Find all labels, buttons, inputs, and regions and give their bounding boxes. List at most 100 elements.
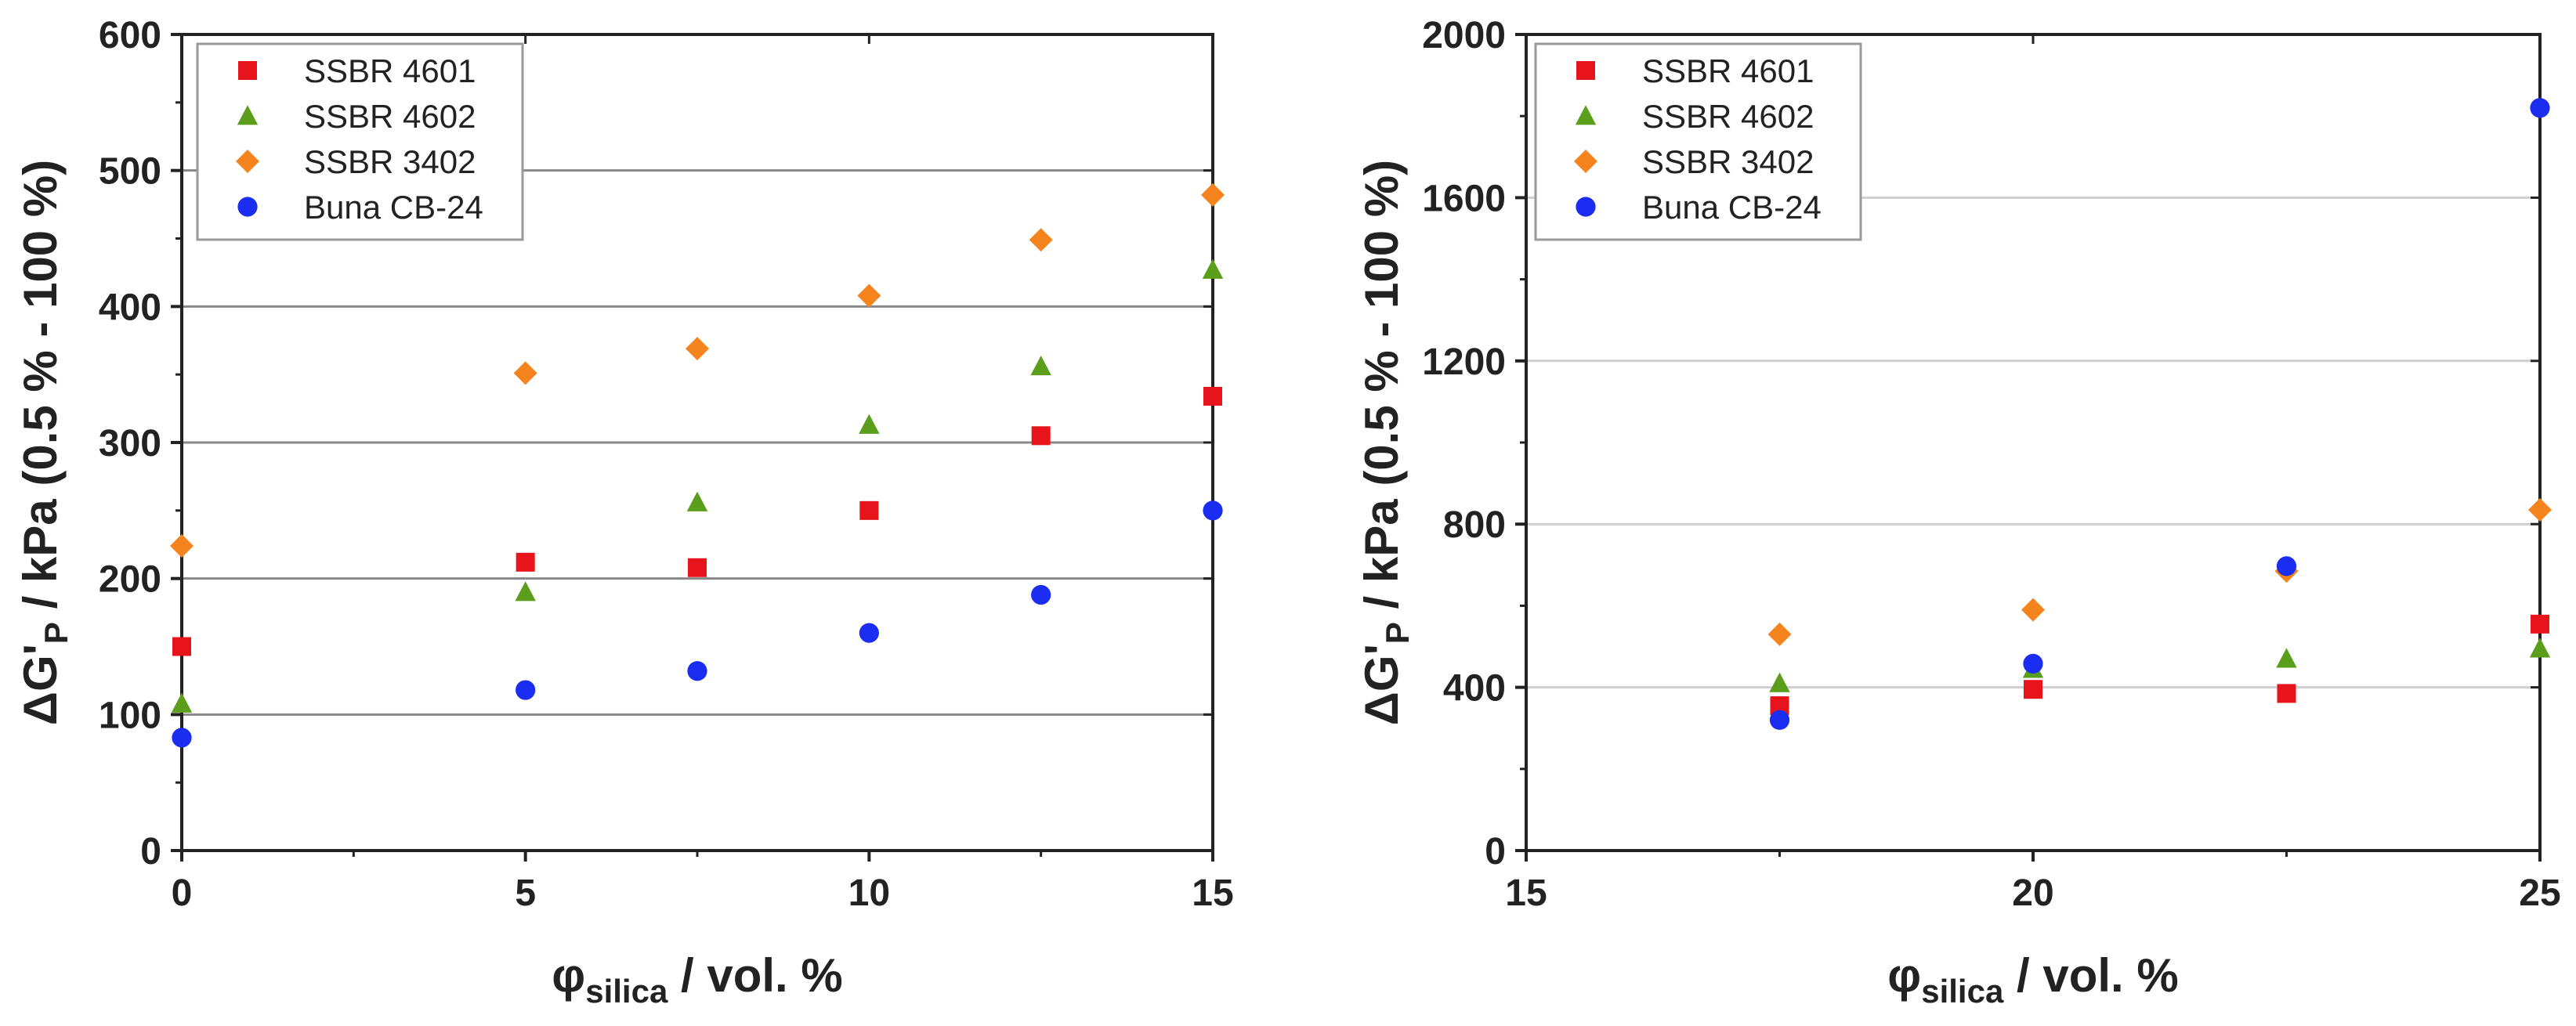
data-point [2276,648,2297,668]
data-point [172,637,191,656]
x-tick-label: 15 [1192,872,1233,914]
y-tick-label: 600 [99,15,161,56]
series-ssbr-3402 [170,182,1225,558]
data-point [171,692,193,713]
y-tick-label: 500 [99,151,161,193]
data-point [1029,228,1053,252]
y-tick-label: 2000 [1422,15,1506,56]
y-tick-label: 300 [99,423,161,464]
data-point [686,337,709,361]
legend-marker [237,197,258,217]
data-point [1030,355,1051,376]
legend-marker [236,150,259,173]
x-tick-label: 5 [515,872,536,914]
data-point [686,491,708,511]
legend-marker [1576,197,1596,217]
data-point [2529,638,2551,658]
y-axis-label-subscript: P [38,622,74,644]
legend-marker [1575,105,1597,125]
legend-label: SSBR 3402 [304,143,476,180]
x-axis-label-subscript: silica [1921,973,2004,1010]
y-tick-label: 1600 [1422,178,1506,219]
legend-marker [238,61,257,80]
data-point [1202,258,1224,279]
x-axis-label-subscript: silica [585,973,668,1010]
y-tick-label: 1200 [1422,341,1506,383]
y-axis-label: ΔG'P / kPa (0.5 % - 100 %) [14,160,74,725]
chart-right: 0 400 800 1200 1600 2000 15 20 25 φsilica / vol. … [1355,15,2561,1010]
y-tick-label: 800 [1443,504,1506,546]
x-axis-label-symbol: φ [552,949,585,1002]
legend-label: SSBR 3402 [1642,143,1814,180]
legend-label: SSBR 4602 [304,98,476,135]
series-buna-cb-24 [1769,98,2550,730]
data-point [516,552,535,572]
x-axis-label: φsilica / vol. % [1887,949,2178,1010]
data-point [516,680,536,700]
x-axis-label-rest: / vol. % [2003,949,2178,1002]
x-axis-label-rest: / vol. % [668,949,842,1002]
data-point [2023,653,2043,674]
data-point [172,728,192,748]
data-point [2530,98,2550,118]
y-axis-label: ΔG'P / kPa (0.5 % - 100 %) [1355,160,1416,725]
x-tick-label: 0 [172,872,193,914]
legend-marker [1576,61,1595,80]
data-point [1203,500,1223,521]
x-axis-label: φsilica / vol. % [552,949,842,1010]
data-point [2021,598,2045,622]
data-point [1031,426,1051,446]
legend-label: Buna CB-24 [304,189,483,226]
data-point [2528,497,2552,522]
series-ssbr-4601 [172,386,1222,656]
y-axis-label-rest: / kPa (0.5 % - 100 %) [14,160,67,622]
legend: SSBR 4601 SSBR 4602 SSBR 3402 Buna CB-24 [196,42,524,241]
data-point [1203,386,1222,406]
data-point [515,581,536,602]
y-tick-label: 200 [99,559,161,601]
data-point [857,284,881,308]
data-point [1767,622,1792,646]
legend-marker [1574,150,1597,173]
series-ssbr-3402 [1767,497,2552,646]
series-ssbr-4602 [1769,638,2551,692]
data-point [170,533,194,558]
data-point [513,361,537,385]
legend-label: SSBR 4601 [304,52,476,89]
data-point [859,500,879,520]
series-ssbr-4602 [171,258,1224,713]
data-point [859,414,880,434]
data-point [688,558,707,577]
y-tick-label: 400 [1443,668,1506,710]
legend: SSBR 4601 SSBR 4602 SSBR 3402 Buna CB-24 [1534,42,1862,241]
y-axis-label-prefix: ΔG' [1355,644,1408,725]
legend-label: Buna CB-24 [1642,189,1822,226]
y-axis-label-prefix: ΔG' [14,644,67,725]
x-axis-label-symbol: φ [1887,949,1921,1002]
x-tick-label: 25 [2519,872,2560,914]
data-point [1031,584,1051,605]
x-tick-label: 20 [2012,872,2053,914]
y-axis-label-rest: / kPa (0.5 % - 100 %) [1355,160,1408,622]
y-tick-label: 0 [1485,831,1506,872]
chart-left: 0 100 200 300 400 500 600 0 5 10 15 φsilica / vol. … [14,15,1234,1010]
data-point [687,661,707,681]
data-point [859,623,879,643]
data-point [2277,684,2296,703]
data-point [2024,680,2042,699]
x-tick-label: 15 [1505,872,1547,914]
legend-label: SSBR 4601 [1642,52,1814,89]
data-point [2531,614,2549,634]
data-point [1769,672,1790,692]
x-tick-label: 10 [848,872,890,914]
data-point [2276,556,2297,576]
data-point [1769,710,1790,730]
legend-label: SSBR 4602 [1642,98,1814,135]
y-tick-label: 0 [140,831,161,872]
y-axis-label-subscript: P [1379,622,1416,644]
y-tick-label: 400 [99,287,161,328]
y-tick-label: 100 [99,695,161,736]
series-ssbr-4601 [1770,614,2549,716]
data-point [1201,182,1225,207]
